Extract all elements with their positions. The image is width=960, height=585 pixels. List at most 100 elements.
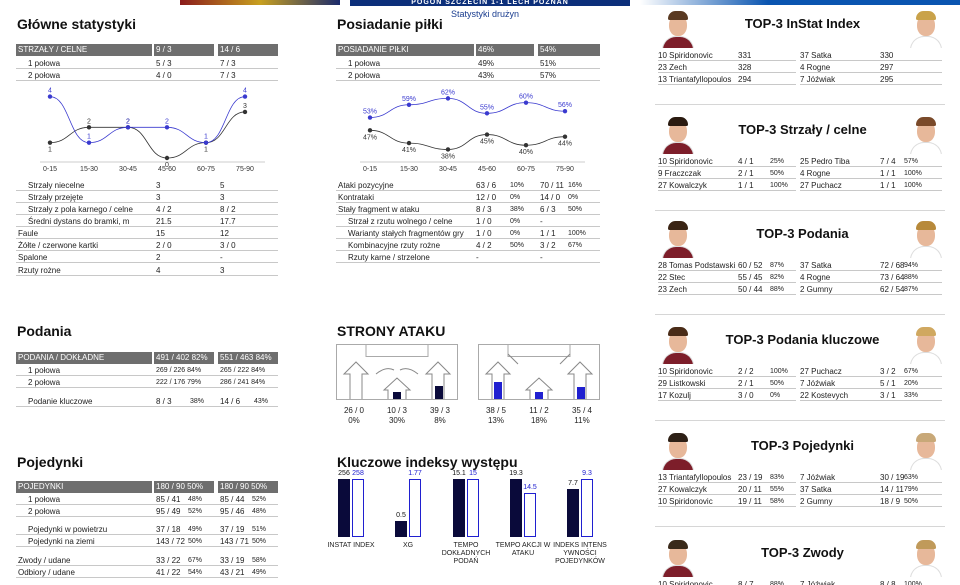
x-tick-label: 15-30 — [400, 166, 418, 173]
row-home-value: 1 / 0 — [476, 229, 492, 238]
player-name: 4 Rogne — [800, 63, 831, 72]
top3-home-row: 10 Spiridonovic 2 / 2 100% — [658, 366, 796, 377]
index-value-away: 9.3 — [582, 470, 592, 477]
player-value: 20 / 11 — [738, 485, 762, 494]
possession-half-row: 1 połowa 49% 51% — [336, 58, 600, 69]
player-value: 1 / 1 — [738, 181, 754, 190]
index-value-away: 14.5 — [523, 484, 537, 492]
duel-row: Zwody / udane 33 / 22 67% 33 / 19 58% — [16, 555, 278, 566]
row-away-pct: 50% — [568, 206, 583, 213]
x-tick-label: 0-15 — [363, 166, 377, 173]
player-name: 7 Jóźwiak — [800, 580, 836, 585]
player-name: 7 Jóźwiak — [800, 75, 836, 84]
data-label: 2 — [87, 118, 91, 125]
player-value: 50 / 44 — [738, 285, 763, 294]
player-shirt — [910, 352, 942, 364]
attack-home-pct: 30% — [388, 416, 405, 425]
x-tick-label: 0-15 — [43, 166, 57, 173]
row-away-value: 3 — [220, 266, 225, 275]
row-label: Odbiory / udane — [18, 568, 75, 577]
player-shirt — [662, 142, 694, 154]
row-away-value: 12 — [220, 229, 229, 238]
attack-home-pct: 8% — [434, 416, 446, 425]
row-home-pct: 67% — [188, 557, 203, 564]
club-banner-left — [180, 0, 340, 5]
player-pct: 57% — [904, 158, 919, 165]
index-bar-home — [453, 479, 465, 537]
index-value-home: 15.1 — [452, 470, 466, 477]
row-away-value: 85 / 44 — [220, 495, 245, 504]
row-home-value: 4 / 0 — [156, 71, 172, 80]
stat-row: Rzuty rożne 4 3 — [16, 265, 278, 276]
top3-away-row: 27 Puchacz 1 / 1 100% — [800, 180, 942, 191]
player-pct: 100% — [770, 368, 788, 375]
data-label: 40% — [519, 149, 533, 156]
series-line — [49, 111, 246, 159]
player-name: 27 Puchacz — [800, 181, 842, 190]
attack-bar-away-left — [494, 382, 502, 399]
section-title-possession: Posiadanie piłki — [337, 16, 443, 32]
stat-row: Strzały niecelne 3 5 — [16, 180, 278, 191]
player-value: 3 / 1 — [880, 391, 896, 400]
row-home-pct: 49% — [188, 526, 203, 533]
player-hair — [668, 540, 688, 549]
possession-half-row: 2 połowa 43% 57% — [336, 70, 600, 81]
player-pct: 33% — [904, 392, 919, 399]
row-label: 1 połowa — [28, 59, 61, 68]
row-away-pct: 50% — [252, 538, 267, 545]
row-label: Strzały z pola karnego / celne — [28, 205, 133, 214]
x-tick-label: 75-90 — [236, 166, 254, 173]
player-pct: 87% — [904, 286, 919, 293]
player-hair — [668, 221, 688, 230]
player-photo-away — [908, 8, 944, 48]
data-point — [242, 94, 248, 99]
row-label: 2 połowa — [28, 507, 61, 516]
row-away-value: 6 / 3 — [540, 205, 556, 214]
data-point — [367, 128, 373, 133]
player-value: 19 / 11 — [738, 497, 762, 506]
player-name: 7 Jóźwiak — [800, 379, 836, 388]
stat-row: Żółte / czerwone kartki 2 / 0 3 / 0 — [16, 240, 278, 251]
row-away-value: 70 / 11 — [540, 181, 564, 190]
player-name: 7 Jóźwiak — [800, 473, 836, 482]
top3-home-row: 22 Stec 55 / 45 82% — [658, 272, 796, 283]
player-name: 37 Satka — [800, 485, 832, 494]
attack-bar-home-center — [393, 392, 401, 399]
index-bar-away — [524, 493, 536, 537]
data-label: 4 — [48, 88, 52, 95]
passes-half-row: 2 połowa 222 / 176 79% 286 / 241 84% — [16, 377, 278, 388]
player-value: 55 / 45 — [738, 273, 763, 282]
row-away-value: 3 / 0 — [220, 241, 236, 250]
attack-sides-pitch-away — [478, 344, 600, 400]
top3-home-row: 29 Listkowski 2 / 1 50% — [658, 378, 796, 389]
top3-away-row: 7 Jóźwiak 30 / 19 63% — [800, 472, 942, 483]
attack-away-value: 11 / 2 — [529, 406, 549, 415]
player-name: 9 Fraczczak — [658, 169, 702, 178]
x-tick-label: 30-45 — [119, 166, 137, 173]
player-shirt — [662, 246, 694, 258]
player-pct: 100% — [904, 182, 922, 189]
attack-bar-home-right — [435, 386, 443, 399]
main-stats-header-away: 14 / 6 — [218, 44, 278, 56]
row-away-pct: 43% — [254, 398, 269, 405]
row-home-value: 4 — [156, 266, 161, 275]
player-value: 5 / 1 — [880, 379, 896, 388]
player-name: 23 Zech — [658, 63, 687, 72]
top3-away-row: 4 Rogne 297 — [800, 62, 942, 73]
player-value: 8 / 7 — [738, 580, 754, 585]
top3-title: TOP-3 Pojedynki — [750, 438, 855, 453]
match-score-banner: POGOŃ SZCZECIN 1-1 LECH POZNAŃ — [350, 0, 630, 6]
index-bar-away — [467, 479, 479, 537]
player-hair — [668, 11, 688, 20]
duel-row: 1 połowa 85 / 41 48% 85 / 44 52% — [16, 494, 278, 505]
player-name: 28 Tomas Podstawski — [658, 261, 736, 270]
section-title-passes: Podania — [17, 323, 72, 339]
player-value: 2 / 1 — [738, 169, 754, 178]
row-away-value: - — [220, 253, 223, 262]
x-tick-label: 60-75 — [517, 166, 535, 173]
row-home-value: 4 / 2 — [156, 205, 172, 214]
player-shirt — [910, 142, 942, 154]
player-pct: 94% — [904, 262, 919, 269]
row-label: 1 połowa — [28, 366, 61, 375]
